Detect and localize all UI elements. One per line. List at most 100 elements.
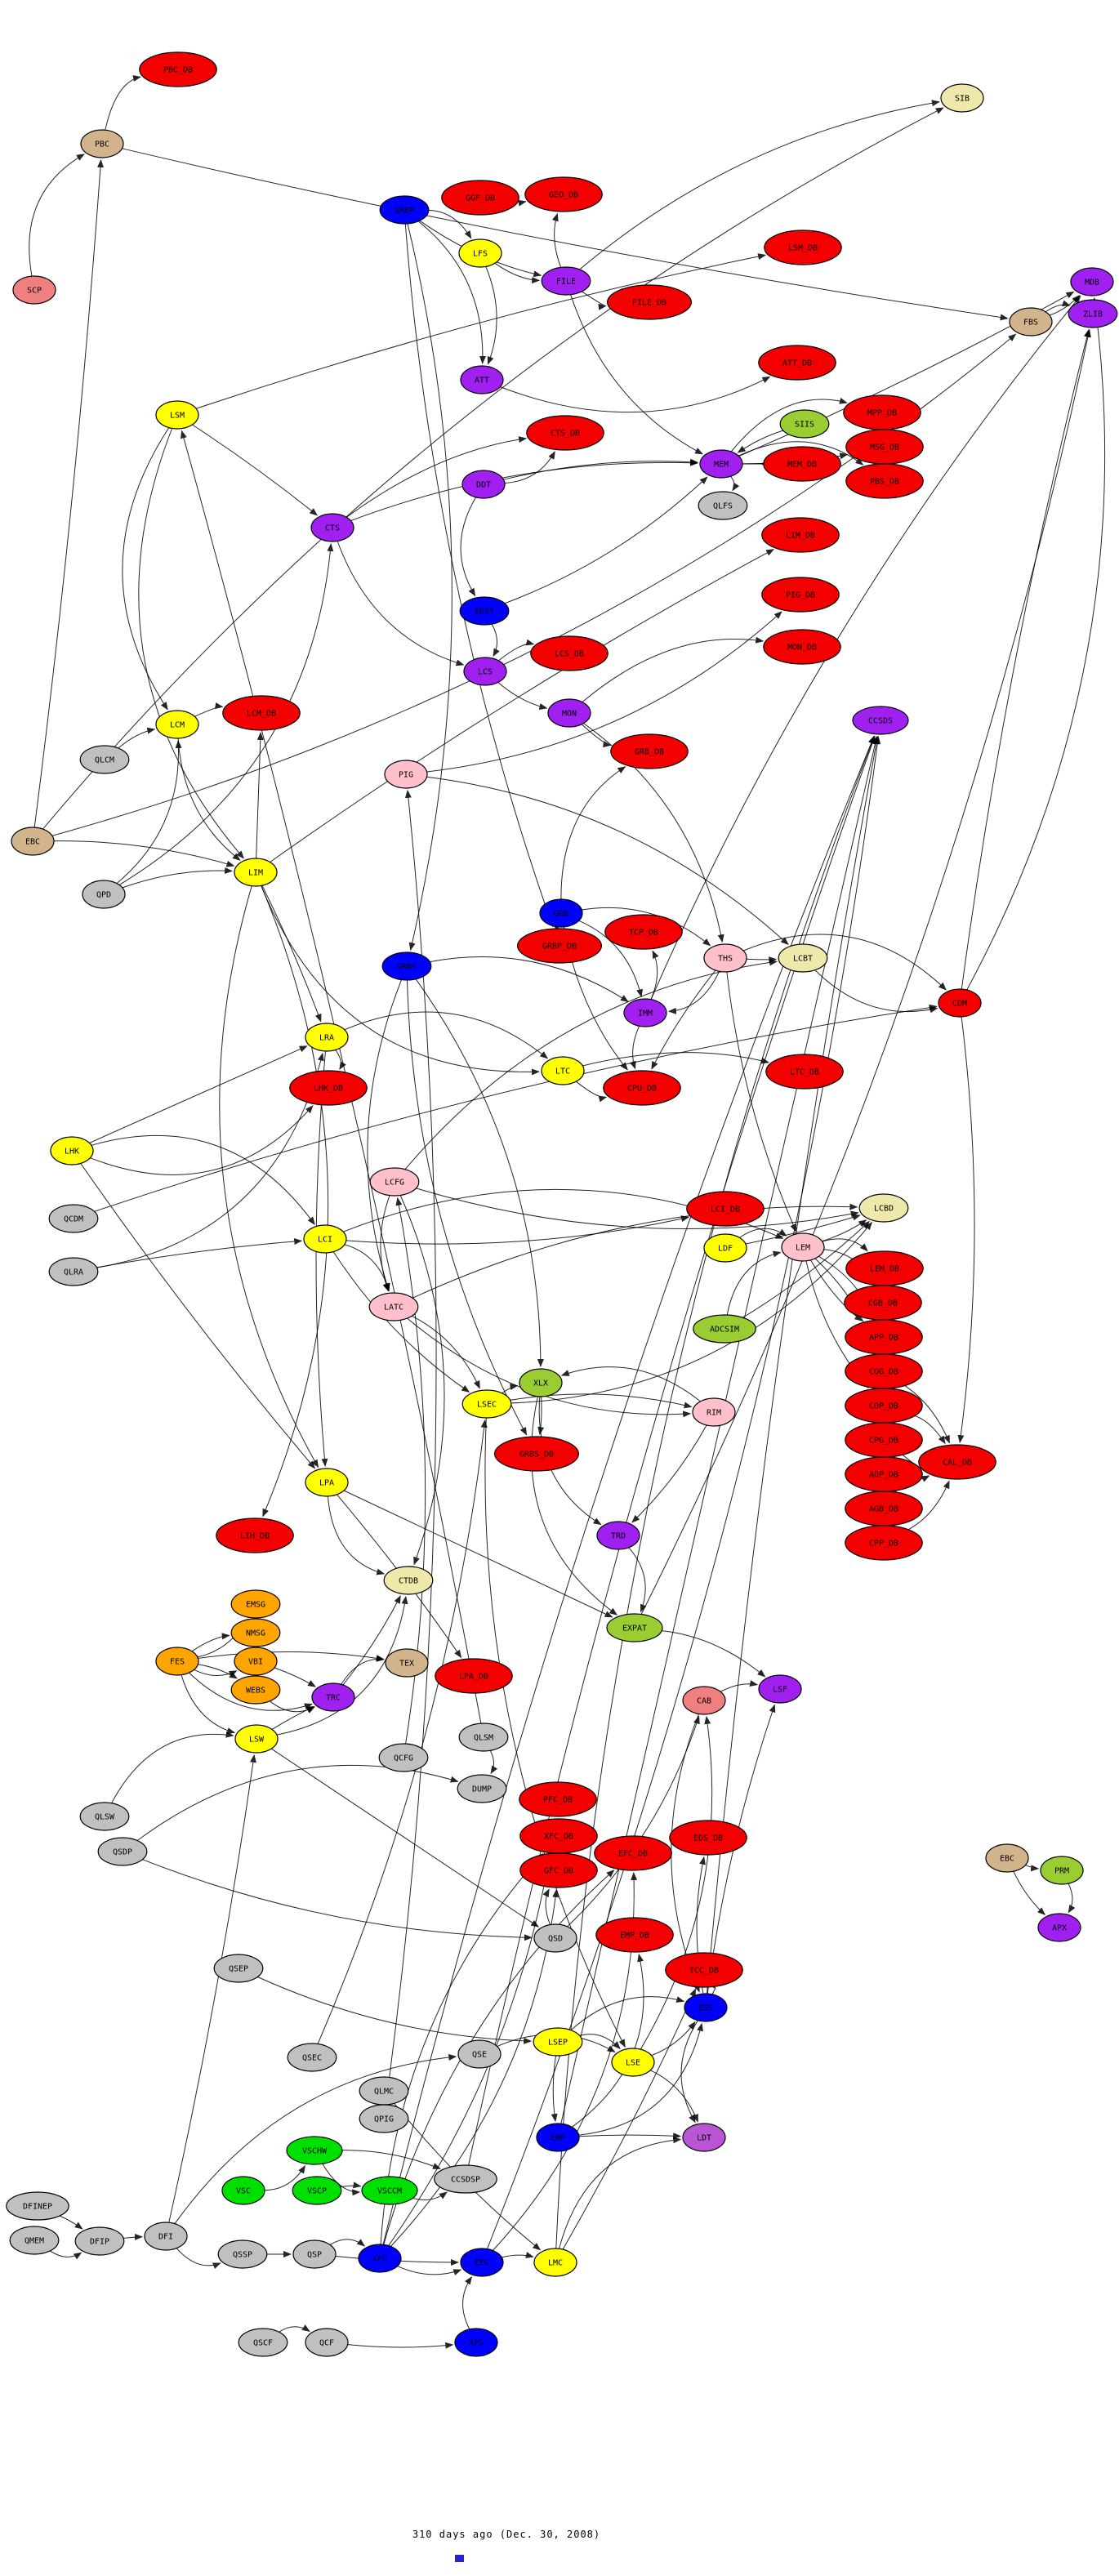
node-CAB[interactable]: CAB <box>682 1686 726 1715</box>
node-ellipse-LSM_DB[interactable] <box>764 230 842 265</box>
node-ellipse-SIIS[interactable] <box>779 409 830 439</box>
node-ellipse-LCS_DB[interactable] <box>530 635 609 671</box>
node-LSM[interactable]: LSM <box>155 400 199 430</box>
node-ellipse-FILE[interactable] <box>541 266 591 296</box>
node-ATT_DB[interactable]: ATT_DB <box>758 345 836 381</box>
node-TRD[interactable]: TRD <box>596 1521 640 1550</box>
node-EDS_DB[interactable]: EDS_DB <box>669 1820 747 1856</box>
node-GRB[interactable]: GRB <box>539 898 583 928</box>
node-ellipse-EMP[interactable] <box>536 2123 580 2152</box>
node-LSM_DB[interactable]: LSM_DB <box>764 230 842 265</box>
node-LSW[interactable]: LSW <box>234 1724 279 1754</box>
node-TCC_DB[interactable]: TCC_DB <box>665 1952 743 1988</box>
node-ellipse-CPP_DB[interactable] <box>845 1525 923 1561</box>
node-ellipse-AOP_DB[interactable] <box>845 1456 923 1492</box>
node-LCFG[interactable]: LCFG <box>369 1167 420 1197</box>
node-ellipse-LCM_DB[interactable] <box>222 695 301 731</box>
node-QSDP[interactable]: QSDP <box>97 1837 148 1866</box>
node-VBI[interactable]: VBI <box>234 1647 278 1676</box>
node-ellipse-DUMP[interactable] <box>457 1774 507 1803</box>
node-ellipse-CTS_DB[interactable] <box>526 415 604 451</box>
node-ellipse-EBC2[interactable] <box>985 1843 1029 1873</box>
node-ellipse-EDS_DB[interactable] <box>669 1820 747 1856</box>
node-ellipse-XFC_DB[interactable] <box>519 1818 598 1854</box>
node-ellipse-XFC[interactable] <box>358 2244 402 2273</box>
node-LSEC[interactable]: LSEC <box>461 1389 512 1419</box>
node-QLFS[interactable]: QLFS <box>698 491 748 520</box>
node-EDST[interactable]: EDST <box>459 596 510 626</box>
node-LCS_DB[interactable]: LCS_DB <box>530 635 609 671</box>
node-VSCCM[interactable]: VSCCM <box>361 2176 418 2205</box>
node-ellipse-RIM[interactable] <box>692 1397 736 1427</box>
node-QSE[interactable]: QSE <box>457 2039 502 2069</box>
node-DDT[interactable]: DDT <box>461 470 506 499</box>
node-EMSG[interactable]: EMSG <box>230 1589 281 1619</box>
node-QLRA[interactable]: QLRA <box>48 1257 99 1286</box>
node-IMM[interactable]: IMM <box>623 998 667 1027</box>
node-ellipse-GRBP_DB[interactable] <box>516 928 602 964</box>
node-FILE_DB[interactable]: FILE_DB <box>606 284 692 320</box>
node-ellipse-GFC_DB[interactable] <box>519 1852 598 1888</box>
node-ellipse-MEM[interactable] <box>699 449 743 479</box>
node-THS[interactable]: THS <box>703 943 747 973</box>
node-ellipse-IMM[interactable] <box>623 998 667 1027</box>
node-ellipse-QPIG[interactable] <box>359 2104 409 2133</box>
node-ellipse-VSCCM[interactable] <box>361 2176 418 2205</box>
node-LHK_DB[interactable]: LHK_DB <box>289 1070 368 1106</box>
node-ellipse-EDST[interactable] <box>459 596 510 626</box>
node-QMEM[interactable]: QMEM <box>9 2226 60 2255</box>
node-ellipse-GRB[interactable] <box>539 898 583 928</box>
node-SCP[interactable]: SCP <box>12 275 56 305</box>
node-ellipse-LHK_DB[interactable] <box>289 1070 368 1106</box>
node-LCBT[interactable]: LCBT <box>778 943 828 973</box>
node-CTS[interactable]: CTS <box>310 513 354 542</box>
node-ellipse-QLFS[interactable] <box>698 491 748 520</box>
node-ATT[interactable]: ATT <box>460 365 504 394</box>
node-ellipse-GRB_DB[interactable] <box>610 733 689 769</box>
node-ellipse-ATT_DB[interactable] <box>758 345 836 381</box>
node-ellipse-TCP_DB[interactable] <box>604 914 683 950</box>
node-PRM[interactable]: PRM <box>1040 1856 1084 1885</box>
node-AGB_DB[interactable]: AGB_DB <box>845 1491 923 1526</box>
node-PFC_DB[interactable]: PFC_DB <box>519 1781 597 1817</box>
node-RIM[interactable]: RIM <box>692 1397 736 1427</box>
node-EBC[interactable]: EBC <box>11 827 55 856</box>
node-XFC[interactable]: XFC <box>358 2244 402 2273</box>
node-ellipse-TCC_DB[interactable] <box>665 1952 743 1988</box>
node-ellipse-EXPAT[interactable] <box>606 1613 663 1642</box>
node-QSCF[interactable]: QSCF <box>238 2328 288 2357</box>
node-ellipse-TRC[interactable] <box>311 1682 355 1712</box>
node-DFIP[interactable]: DFIP <box>74 2226 125 2256</box>
node-ellipse-QSP[interactable] <box>292 2240 337 2269</box>
node-ellipse-QLMC[interactable] <box>359 2076 409 2106</box>
node-LSE[interactable]: LSE <box>611 2048 655 2077</box>
node-ZLIB[interactable]: ZLIB <box>1068 299 1118 328</box>
node-ellipse-LIM_DB[interactable] <box>761 517 840 553</box>
node-ellipse-LCM[interactable] <box>155 710 199 739</box>
node-QCFG[interactable]: QCFG <box>378 1743 429 1772</box>
node-ellipse-CPU_DB[interactable] <box>603 1070 681 1106</box>
node-ellipse-QMEM[interactable] <box>9 2226 60 2255</box>
node-ellipse-MPP_DB[interactable] <box>843 394 921 430</box>
node-QSEP[interactable]: QSEP <box>213 1954 264 1983</box>
node-MSG_DB[interactable]: MSG_DB <box>845 429 924 465</box>
node-ellipse-LCS[interactable] <box>463 657 507 686</box>
node-ellipse-GRBS[interactable] <box>381 952 432 981</box>
node-ellipse-LDF[interactable] <box>703 1233 747 1263</box>
node-ellipse-QSE[interactable] <box>457 2039 502 2069</box>
node-ellipse-EFC_DB[interactable] <box>594 1835 672 1871</box>
node-QLSW[interactable]: QLSW <box>79 1802 130 1831</box>
node-CPG_DB[interactable]: CPG_DB <box>845 1422 923 1458</box>
node-ellipse-VBI[interactable] <box>234 1647 278 1676</box>
node-ellipse-QSD[interactable] <box>533 1923 577 1953</box>
node-QSP[interactable]: QSP <box>292 2240 337 2269</box>
node-ellipse-LSW[interactable] <box>234 1724 279 1754</box>
node-ellipse-ZLIB[interactable] <box>1068 299 1118 328</box>
node-PIG_DB[interactable]: PIG_DB <box>761 577 840 613</box>
node-LDT[interactable]: LDT <box>682 2123 726 2152</box>
node-ellipse-APP_DB[interactable] <box>845 1319 923 1355</box>
node-CCSDS[interactable]: CCSDS <box>852 706 909 735</box>
node-LSF[interactable]: LSF <box>758 1674 802 1704</box>
node-QPD[interactable]: QPD <box>82 880 126 909</box>
node-WEBS[interactable]: WEBS <box>230 1675 281 1705</box>
